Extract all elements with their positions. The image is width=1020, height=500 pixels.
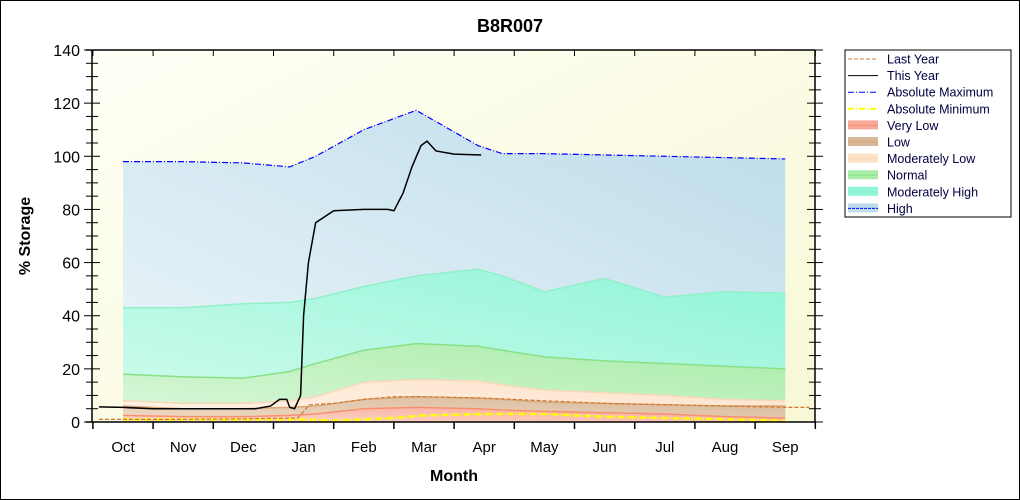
legend-label-high: High	[887, 202, 913, 216]
x-tick-label: May	[530, 439, 559, 456]
x-tick-label: Sep	[772, 439, 799, 456]
legend-label-very-low: Very Low	[887, 119, 939, 133]
band-edge-normal	[122, 342, 786, 379]
series-absolute-maximum	[123, 109, 786, 168]
x-tick-label: Dec	[230, 439, 257, 456]
x-axis-label: Month	[430, 468, 478, 485]
legend-label-last-year: Last Year	[887, 53, 939, 67]
legend-label-moderately-low: Moderately Low	[887, 152, 976, 166]
band-edge-very-low	[122, 406, 786, 419]
y-tick-label: 60	[62, 256, 80, 273]
x-tick-label: Mar	[411, 439, 437, 456]
chart-title: B8R007	[477, 16, 543, 36]
x-tick-label: Feb	[351, 439, 377, 456]
y-tick-label: 0	[71, 415, 80, 432]
band-edge-moderately-low	[122, 378, 786, 405]
y-tick-label: 80	[62, 202, 80, 219]
y-tick-label: 120	[53, 96, 80, 113]
legend: Last Year This Year Absolute Maximum Absolu…	[844, 49, 1012, 218]
y-tick-label: 140	[53, 43, 80, 60]
x-tick-label: Jul	[655, 439, 674, 456]
x-tick-label: Aug	[712, 439, 739, 456]
legend-label-normal: Normal	[887, 169, 927, 183]
series-absolute-minimum	[123, 412, 786, 422]
legend-label-absolute-minimum: Absolute Minimum	[887, 102, 990, 116]
y-tick-label: 20	[62, 362, 80, 379]
legend-label-this-year: This Year	[887, 69, 939, 83]
series-last-year	[98, 396, 810, 420]
x-tick-label: Jun	[593, 439, 617, 456]
y-tick-label: 100	[53, 149, 80, 166]
x-tick-label: Apr	[473, 439, 496, 456]
x-tick-label: Jan	[292, 439, 316, 456]
x-tick-label: Oct	[111, 439, 135, 456]
y-tick-label: 40	[62, 309, 80, 326]
series-this-year	[98, 140, 482, 410]
band-edge-moderately-high	[123, 268, 786, 309]
x-tick-label: Nov	[170, 439, 197, 456]
y-axis-label: % Storage	[17, 197, 34, 275]
legend-swatch-very-low	[848, 120, 878, 130]
legend-label-low: Low	[887, 136, 911, 150]
legend-label-moderately-high: Moderately High	[887, 185, 978, 199]
legend-label-absolute-maximum: Absolute Maximum	[887, 86, 993, 100]
